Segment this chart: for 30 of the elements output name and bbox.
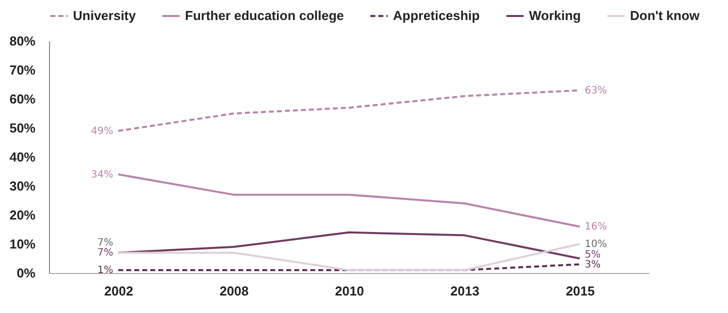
legend-label: Working xyxy=(529,8,581,23)
y-tick-label: 30% xyxy=(9,178,36,194)
legend-label: Don't know xyxy=(630,8,700,23)
legend-label: Appreticeship xyxy=(393,8,480,23)
y-tick-label: 60% xyxy=(9,92,36,106)
data-label: 34% xyxy=(90,169,114,180)
y-tick-label: 10% xyxy=(9,236,36,252)
data-label: 3% xyxy=(584,259,601,270)
x-tick-label: 2010 xyxy=(335,284,364,298)
data-label: 7% xyxy=(97,238,114,249)
data-label: 1% xyxy=(97,265,114,276)
x-tick-label: 2002 xyxy=(104,284,134,298)
x-tick-label: 2015 xyxy=(566,284,595,298)
y-tick-label: 0% xyxy=(16,266,36,280)
data-label: 10% xyxy=(584,239,608,250)
y-tick-label: 20% xyxy=(9,208,36,222)
y-tick-label: 70% xyxy=(9,62,36,78)
y-tick-label: 40% xyxy=(9,150,36,164)
y-tick-label: 80% xyxy=(9,34,36,48)
line-series xyxy=(117,173,581,228)
data-label: 49% xyxy=(90,126,114,137)
x-tick-label: 2008 xyxy=(220,284,249,298)
data-label: 63% xyxy=(584,85,608,96)
legend-label: University xyxy=(73,8,137,23)
x-tick-label: 2013 xyxy=(450,284,480,298)
data-label: 7% xyxy=(97,248,114,259)
data-label: 5% xyxy=(584,249,601,260)
data-label: 16% xyxy=(584,222,608,233)
y-tick-label: 50% xyxy=(9,120,36,136)
legend-label: Further education college xyxy=(185,8,344,23)
